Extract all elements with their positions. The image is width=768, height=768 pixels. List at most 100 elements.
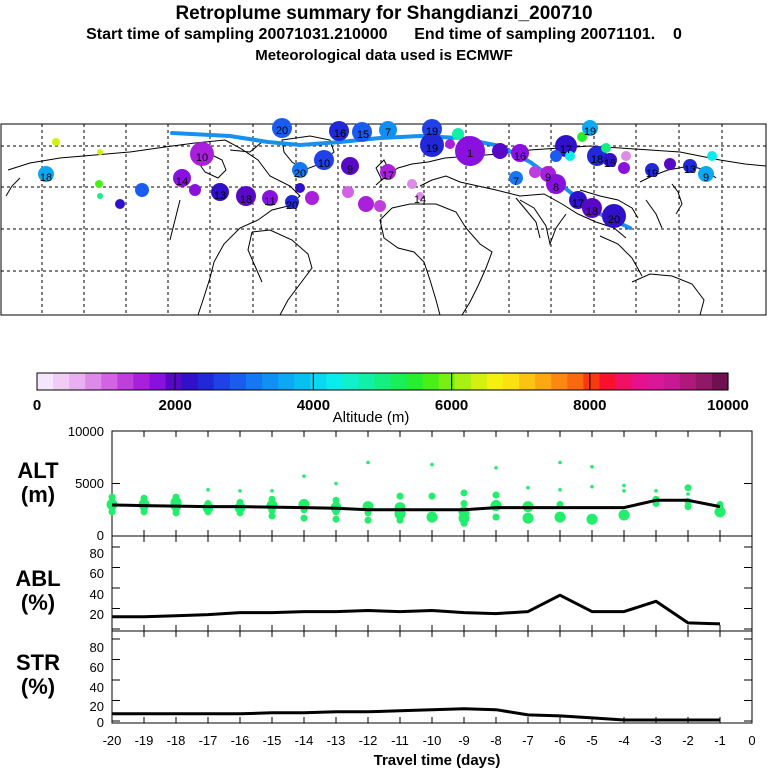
- colorbar-cell: [229, 373, 247, 390]
- alt-cluster-point: [458, 512, 470, 524]
- x-tick-label: -16: [231, 733, 250, 748]
- alt-ytick-0: 0: [97, 528, 104, 543]
- plume-dot: [529, 166, 541, 178]
- plume-dot: [285, 195, 299, 209]
- colorbar-cell: [679, 373, 697, 390]
- colorbar-cell: [519, 373, 536, 390]
- plume-dot: [603, 153, 617, 167]
- plume-dot: [352, 122, 372, 142]
- series-line-alt: [111, 498, 721, 512]
- alt-cluster-point: [492, 513, 500, 521]
- plume-day-label: 7: [385, 127, 391, 139]
- str-ytick-20: 20: [90, 699, 104, 714]
- plume-dot: [135, 183, 149, 197]
- colorbar-cell: [406, 373, 424, 390]
- colorbar: 0 2000 4000 6000 8000 10000 Altitude (m): [33, 372, 749, 426]
- plume-dot: [569, 191, 587, 209]
- map-frame: [0, 123, 767, 316]
- plume-dot: [420, 133, 444, 157]
- colorbar-cell: [631, 373, 649, 390]
- colorbar-tick-label: 4000: [297, 397, 330, 414]
- plume-dot: [683, 159, 697, 173]
- coastline-north-america: [5, 139, 301, 316]
- plume-dot: [455, 136, 485, 166]
- coastline-eurasia: [375, 145, 767, 239]
- colorbar-cell: [470, 373, 488, 390]
- x-tick-label: -14: [295, 733, 314, 748]
- abl-panel-unit: (%): [21, 590, 55, 615]
- colorbar-cell: [551, 373, 568, 390]
- alt-cluster-point: [332, 496, 340, 504]
- coastline-australia: [631, 273, 705, 316]
- x-tick-label: -5: [586, 733, 598, 748]
- x-tick-label: -18: [167, 733, 186, 748]
- alt-panel-label: ALT: [17, 458, 59, 483]
- plume-dot: [189, 184, 201, 196]
- alt-cluster-point: [108, 508, 116, 516]
- colorbar-cell: [37, 373, 54, 390]
- colorbar-cell: [85, 373, 102, 390]
- plume-day-label: 19: [426, 126, 438, 138]
- plume-day-label: 9: [545, 172, 551, 184]
- colorbar-cell: [647, 373, 665, 390]
- alt-cluster-point: [268, 507, 276, 515]
- alt-cluster-point: [618, 509, 630, 521]
- x-tick-label: -10: [423, 733, 442, 748]
- colorbar-frame: [36, 372, 729, 391]
- alt-cluster-point: [204, 508, 212, 516]
- x-tick-label: -8: [490, 733, 502, 748]
- str-panel-label: STR: [16, 650, 60, 675]
- alt-cluster-point: [686, 492, 690, 496]
- alt-cluster-point: [172, 509, 180, 517]
- plume-day-label: 16: [334, 128, 346, 140]
- plume-dot: [292, 162, 308, 178]
- colorbar-cell: [486, 373, 504, 390]
- plume-dot: [190, 142, 214, 166]
- alt-cluster-point: [558, 488, 562, 492]
- plume-dot: [582, 198, 602, 218]
- alt-cluster-point: [270, 489, 274, 493]
- plume-day-label: 9: [703, 172, 709, 184]
- plume-dot: [236, 186, 256, 206]
- plume-day-label: 19: [426, 143, 438, 155]
- abl-panel-label: ABL: [15, 566, 60, 591]
- plume-day-label: 20: [608, 214, 620, 226]
- plume-day-label: 15: [357, 129, 369, 141]
- str-ytick-0: 0: [97, 715, 104, 730]
- x-tick-label: -6: [554, 733, 566, 748]
- colorbar-cell: [197, 373, 215, 390]
- plume-dot: [445, 139, 455, 149]
- alt-cluster-point: [622, 489, 626, 493]
- plume-day-label: 19: [584, 126, 596, 138]
- colorbar-cell: [261, 373, 279, 390]
- plume-day-label: 10: [196, 152, 208, 164]
- plume-dot: [358, 196, 374, 212]
- colorbar-cell: [711, 373, 729, 390]
- colorbar-cells: [37, 373, 729, 390]
- plume-dot: [211, 183, 229, 201]
- series-line-abl: [112, 593, 721, 626]
- alt-cluster-point: [684, 503, 692, 511]
- alt-cluster-point: [302, 474, 306, 478]
- plume-dot: [618, 162, 630, 174]
- x-tick-label: -7: [522, 733, 534, 748]
- plume-day-label: 17: [382, 170, 394, 182]
- plume-day-label: 13: [214, 190, 226, 202]
- alt-cluster-point: [364, 516, 372, 524]
- alt-cluster-point: [426, 511, 438, 523]
- colorbar-tick-label: 8000: [573, 397, 606, 414]
- plume-day-label: 7: [513, 176, 519, 188]
- alt-cluster-point: [460, 499, 468, 507]
- alt-cluster-point: [206, 488, 210, 492]
- plume-dot: [664, 158, 676, 170]
- plume-dot: [698, 166, 714, 182]
- alt-cluster-point: [332, 515, 340, 523]
- chart-title: Retroplume summary for Shangdianzi_20071…: [175, 3, 593, 24]
- colorbar-cell: [567, 373, 584, 390]
- plume-dot: [52, 138, 60, 146]
- colorbar-cell: [695, 373, 713, 390]
- plume-dot: [97, 149, 103, 155]
- plume-dot: [582, 120, 598, 136]
- colorbar-cell: [535, 373, 552, 390]
